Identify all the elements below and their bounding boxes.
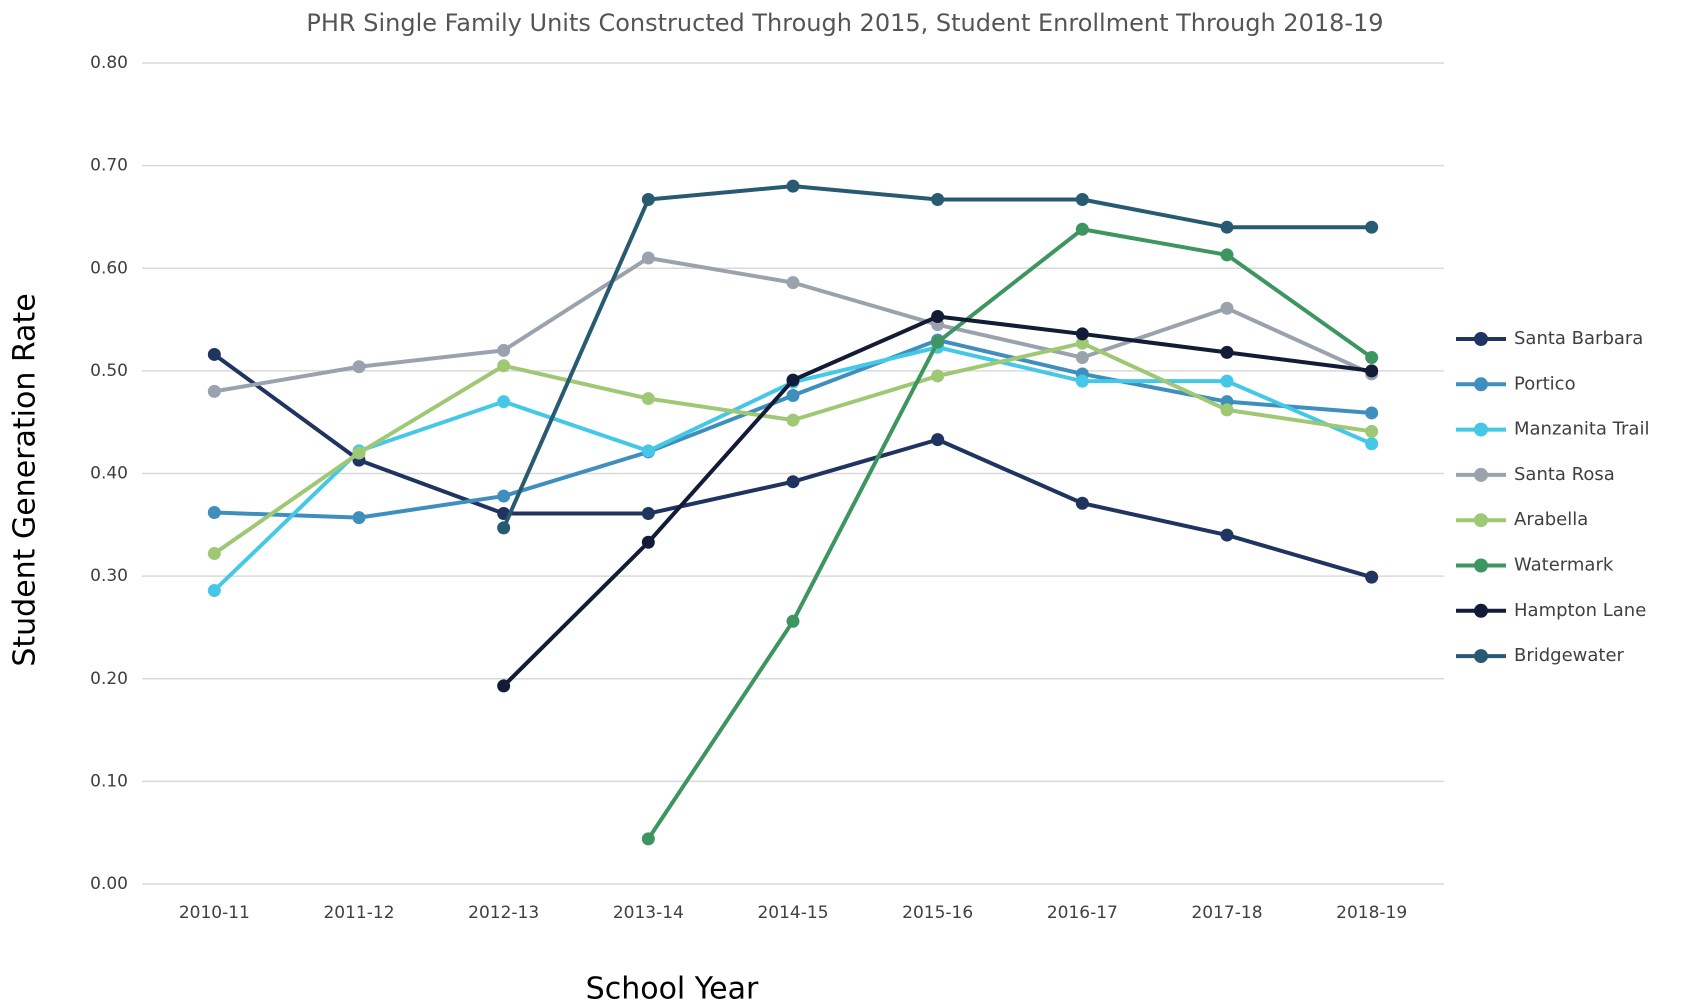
point <box>641 535 655 549</box>
legend-label: Arabella <box>1514 509 1588 530</box>
x-tick-label: 2017-18 <box>1191 903 1262 923</box>
point <box>1365 424 1379 438</box>
point <box>1365 364 1379 378</box>
point <box>497 343 511 357</box>
point <box>1075 496 1089 510</box>
point <box>1220 220 1234 234</box>
point <box>1365 351 1379 365</box>
point <box>1220 345 1234 359</box>
point <box>1365 220 1379 234</box>
point <box>1220 403 1234 417</box>
x-tick-label: 2014-15 <box>757 903 828 923</box>
point <box>1365 437 1379 451</box>
legend-label: Manzanita Trail <box>1514 419 1649 440</box>
x-tick-label: 2018-19 <box>1336 903 1407 923</box>
point <box>1075 327 1089 341</box>
point <box>352 511 366 525</box>
series-line <box>501 184 1372 529</box>
legend-label: Santa Barbara <box>1514 328 1643 349</box>
y-axis-title: Student Generation Rate <box>8 293 43 666</box>
legend-label: Portico <box>1514 373 1576 394</box>
y-tick-label: 0.00 <box>90 874 128 894</box>
y-tick-label: 0.30 <box>90 566 128 586</box>
point <box>1220 374 1234 388</box>
y-tick-label: 0.10 <box>90 771 128 791</box>
point <box>1075 374 1089 388</box>
point <box>641 192 655 206</box>
point <box>786 276 800 290</box>
point <box>207 505 221 519</box>
point <box>641 251 655 265</box>
point <box>786 614 800 628</box>
point <box>207 347 221 361</box>
point <box>497 521 511 535</box>
point <box>1220 301 1234 315</box>
point <box>1365 570 1379 584</box>
x-tick-label: 2012-13 <box>468 903 539 923</box>
point <box>207 583 221 597</box>
y-tick-label: 0.80 <box>90 53 128 73</box>
y-tick-label: 0.50 <box>90 361 128 381</box>
point <box>931 309 945 323</box>
y-tick-label: 0.20 <box>90 669 128 689</box>
x-tick-label: 2016-17 <box>1047 903 1118 923</box>
y-tick-label: 0.70 <box>90 156 128 176</box>
point <box>497 489 511 503</box>
x-tick-label: 2011-12 <box>323 903 394 923</box>
legend-marker <box>1474 558 1488 573</box>
legend-marker <box>1474 603 1488 618</box>
point <box>786 475 800 489</box>
legend-marker <box>1474 332 1488 346</box>
point <box>207 384 221 398</box>
point <box>1075 222 1089 236</box>
x-tick-label: 2015-16 <box>902 903 973 923</box>
legend-marker <box>1474 649 1488 664</box>
series-line <box>214 338 1372 520</box>
point <box>207 547 221 561</box>
point <box>931 335 945 349</box>
point <box>497 679 511 693</box>
point <box>931 433 945 447</box>
point <box>1220 528 1234 542</box>
point <box>786 413 800 427</box>
point <box>1220 248 1234 262</box>
series-line <box>646 227 1373 840</box>
point <box>786 389 800 403</box>
legend-marker <box>1474 513 1488 528</box>
legend-label: Watermark <box>1514 555 1614 576</box>
x-axis-title: School Year <box>586 972 759 1003</box>
y-tick-label: 0.40 <box>90 464 128 484</box>
chart-title: PHR Single Family Units Constructed Thro… <box>306 9 1383 37</box>
point <box>1365 406 1379 420</box>
legend-marker <box>1474 467 1488 482</box>
point <box>641 444 655 458</box>
legend-label: Santa Rosa <box>1514 464 1615 485</box>
legend-marker <box>1474 377 1488 392</box>
x-tick-label: 2013-14 <box>613 903 684 923</box>
point <box>352 360 366 374</box>
point <box>1075 336 1089 350</box>
point <box>497 359 511 373</box>
y-tick-label: 0.60 <box>90 258 128 278</box>
legend-marker <box>1474 422 1488 437</box>
point <box>786 373 800 387</box>
x-tick-label: 2010-11 <box>179 903 250 923</box>
point <box>1075 351 1089 365</box>
point <box>641 507 655 521</box>
point <box>1075 192 1089 206</box>
point <box>931 192 945 206</box>
legend-label: Bridgewater <box>1514 645 1625 666</box>
point <box>352 446 366 460</box>
point <box>497 395 511 409</box>
point <box>931 369 945 383</box>
point <box>641 392 655 406</box>
point <box>786 179 800 193</box>
legend-label: Hampton Lane <box>1514 600 1646 621</box>
point <box>641 832 655 846</box>
